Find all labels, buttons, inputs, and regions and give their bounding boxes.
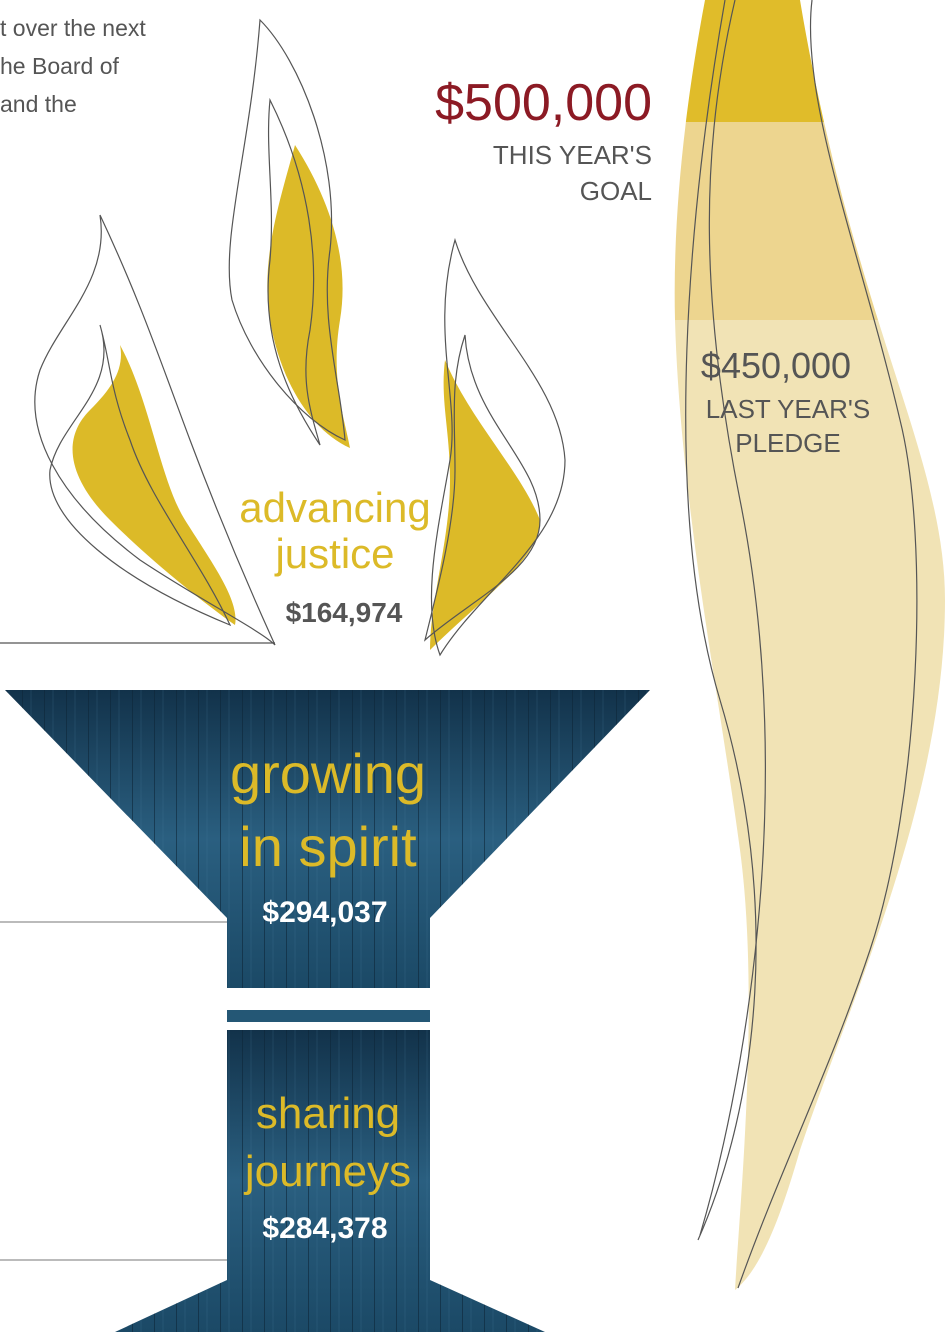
section-label: sharing — [256, 1089, 400, 1138]
intro-text: t over the next he Board of and the — [0, 15, 146, 117]
section-label: journeys — [243, 1147, 411, 1196]
goal-label: GOAL — [580, 176, 652, 206]
last-year-label: LAST YEAR'S — [706, 394, 870, 424]
goal-label: THIS YEAR'S — [493, 140, 652, 170]
intro-line: he Board of — [0, 53, 120, 79]
intro-line: t over the next — [0, 15, 146, 41]
flames-label: advancing — [239, 484, 430, 531]
section-amount: $294,037 — [262, 896, 387, 929]
last-year-label: PLEDGE — [735, 428, 841, 458]
infographic: t over the next he Board of and the $500… — [0, 0, 947, 1332]
intro-line: and the — [0, 91, 77, 117]
flames-label: justice — [273, 530, 394, 577]
section-label: in spirit — [239, 815, 417, 878]
page: t over the next he Board of and the $500… — [0, 0, 947, 1332]
last-year-amount: $450,000 — [701, 345, 851, 386]
goal-amount: $500,000 — [435, 74, 652, 132]
flames-amount: $164,974 — [286, 597, 403, 628]
section-label: growing — [230, 742, 426, 805]
section-amount: $284,378 — [262, 1212, 387, 1245]
